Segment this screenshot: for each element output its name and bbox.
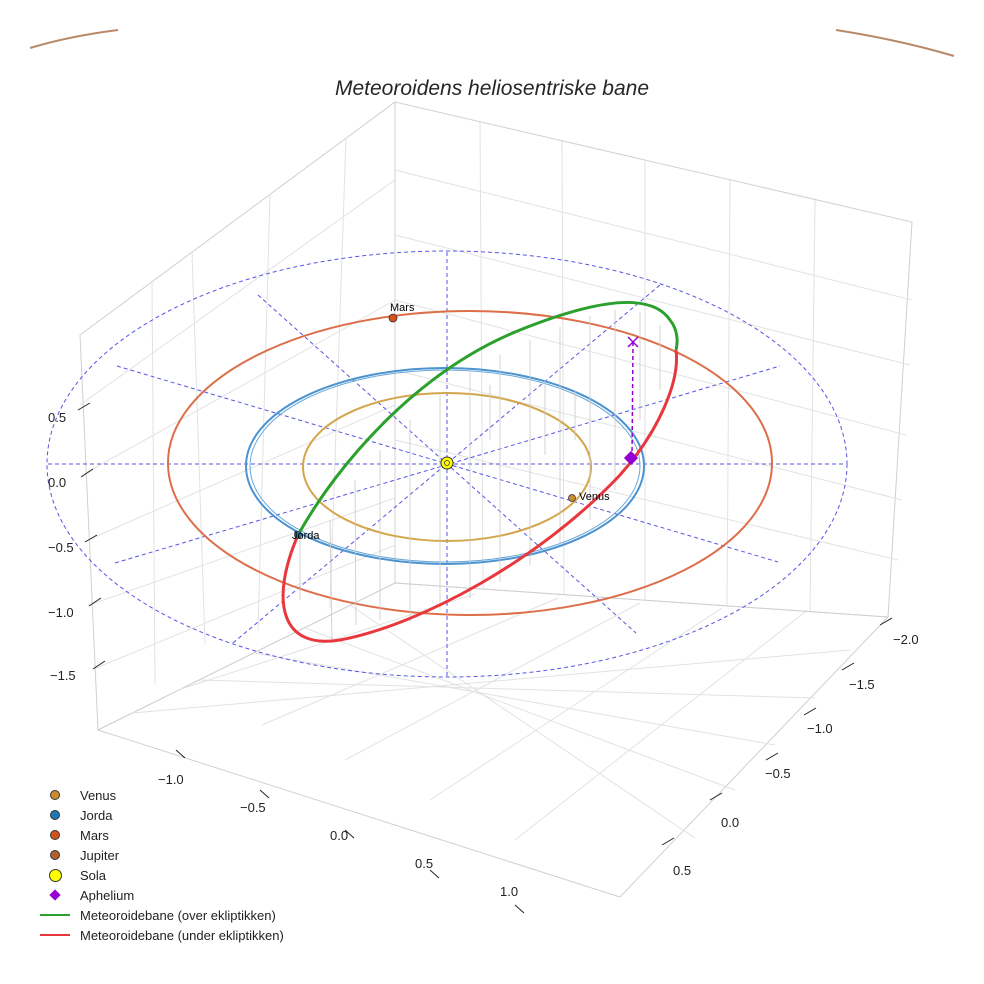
y-tick: −2.0 — [893, 632, 919, 647]
venus-label: Venus — [579, 491, 610, 503]
legend-label: Aphelium — [80, 887, 135, 903]
venus-legend-dot — [50, 790, 60, 800]
legend: Venus Jorda Mars Jupiter Sola Aphelium M… — [38, 785, 284, 945]
legend-label: Jupiter — [80, 847, 120, 863]
y-tick: −1.0 — [807, 721, 833, 736]
aphelion-legend-diamond — [49, 889, 61, 901]
y-tick: −0.5 — [765, 766, 791, 781]
z-axis: 0.5 0.0 −0.5 −1.0 −1.5 — [48, 402, 106, 683]
venus-orbit — [302, 392, 592, 542]
mars-marker — [388, 313, 398, 323]
earth-label: Jorda — [292, 530, 320, 542]
mars-label: Mars — [390, 302, 415, 314]
legend-item-jorda: Jorda — [38, 805, 284, 825]
mars-legend-dot — [50, 830, 60, 840]
orbit-above-legend-line — [40, 914, 70, 916]
x-tick: −0.5 — [240, 800, 266, 815]
jupiter-legend-dot — [50, 850, 60, 860]
legend-item-aphelium: Aphelium — [38, 885, 284, 905]
aphelion-x-marker — [627, 336, 639, 348]
z-tick: 0.0 — [48, 475, 66, 490]
y-axis: −2.0 −1.5 −1.0 −0.5 0.0 0.5 — [661, 617, 919, 878]
earth-legend-dot — [50, 810, 60, 820]
y-tick: 0.5 — [673, 863, 691, 878]
pane-gridlines — [79, 121, 913, 841]
legend-label: Meteoroidebane (under ekliptikken) — [80, 927, 284, 943]
legend-item-orbit-below: Meteoroidebane (under ekliptikken) — [38, 925, 284, 945]
z-tick: 0.5 — [48, 410, 66, 425]
legend-label: Jorda — [80, 807, 113, 823]
chart-title: Meteoroidens heliosentriske bane — [335, 77, 649, 100]
legend-label: Mars — [80, 827, 109, 843]
earth-orbit — [245, 367, 645, 565]
x-axis: −1.0 −0.5 0.0 0.5 1.0 — [158, 749, 525, 914]
mars-orbit — [167, 310, 773, 616]
jupiter-orbit-arc-right — [835, 29, 955, 57]
projection-lines — [299, 310, 661, 641]
orbit-below-legend-line — [40, 934, 70, 936]
legend-item-orbit-above: Meteoroidebane (over ekliptikken) — [38, 905, 284, 925]
z-tick: −0.5 — [48, 540, 74, 555]
aphelion-drop-line — [631, 341, 634, 459]
venus-marker — [568, 494, 576, 502]
x-tick: 0.0 — [330, 828, 348, 843]
legend-item-mars: Mars — [38, 825, 284, 845]
legend-item-venus: Venus — [38, 785, 284, 805]
legend-label: Meteoroidebane (over ekliptikken) — [80, 907, 276, 923]
x-tick: 1.0 — [500, 884, 518, 899]
z-tick: −1.5 — [50, 668, 76, 683]
legend-label: Venus — [80, 787, 117, 803]
aphelion-diamond — [623, 450, 639, 466]
earth-marker — [294, 531, 302, 539]
legend-item-sola: Sola — [38, 865, 284, 885]
z-tick: −1.0 — [48, 605, 74, 620]
y-tick: −1.5 — [849, 677, 875, 692]
meteoroid-orbit-above — [296, 301, 679, 536]
y-tick: 0.0 — [721, 815, 739, 830]
legend-label: Sola — [80, 867, 107, 883]
x-tick: 0.5 — [415, 856, 433, 871]
x-tick: −1.0 — [158, 772, 184, 787]
jupiter-orbit-arc-left — [29, 29, 119, 49]
meteoroid-orbit-below — [281, 349, 678, 643]
sun-marker — [440, 456, 454, 470]
sun-legend-dot — [48, 868, 62, 882]
legend-item-jupiter: Jupiter — [38, 845, 284, 865]
